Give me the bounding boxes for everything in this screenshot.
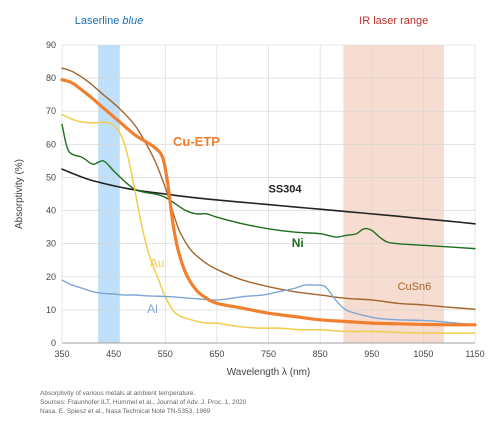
caption-line-1: Absorptivity of various metals at ambien… [40,390,196,397]
x-tick-label: 1150 [465,349,484,359]
series-lines [60,67,477,334]
y-tick-label: 0 [51,338,56,348]
x-tick-label: 450 [106,349,121,359]
y-tick-label: 40 [46,206,56,216]
x-tick-label: 750 [261,349,276,359]
y-tick-label: 50 [46,172,56,182]
series-label-cusn6: CuSn6 [398,281,432,293]
band-0 [98,45,120,343]
series-labels: Cu-ETP SS304 Ni CuSn6 Au Al [147,134,431,316]
x-tick-label: 850 [313,349,328,359]
x-tick-label: 1050 [413,349,433,359]
y-tick-label: 30 [46,239,56,249]
y-tick-label: 80 [46,73,56,83]
highlight-bands: Laserline blue IR laser range [75,15,445,343]
y-tick-label: 70 [46,106,56,116]
x-tick-label: 650 [209,349,224,359]
x-tick-label: 550 [158,349,173,359]
series-line-al [61,279,476,326]
band-1 [343,45,445,343]
x-tick-label: 950 [364,349,379,359]
series-label-ss304: SS304 [269,183,303,195]
series-label-cu-etp: Cu-ETP [173,134,220,149]
series-label-ni: Ni [292,236,304,250]
series-line-au [61,113,476,334]
series-line-cusn6 [61,67,476,310]
y-axis-title: Absorptivity (%) [14,159,25,229]
y-tick-label: 10 [46,305,56,315]
y-tick-label: 20 [46,272,56,282]
band-label-0: Laserline blue [75,15,144,27]
absorptivity-chart: Laserline blue IR laser range 0 10 20 30 40 50… [14,15,485,378]
series-line-cu-etp [60,78,477,327]
x-tick-label: 350 [54,349,69,359]
band-label-1: IR laser range [359,15,428,27]
axes: 0 10 20 30 40 50 60 70 80 90 350 450 550 650 750 850 950… [14,40,485,378]
series-label-al: Al [147,302,158,316]
series-line-ni [61,123,476,250]
series-line-ss304 [61,168,476,225]
y-tick-label: 60 [46,139,56,149]
x-axis-title: Wavelength λ (nm) [227,367,311,378]
series-label-au: Au [150,256,165,270]
caption-line-3: Nasa, E. Spiesz et al., Nasa Technical N… [40,408,211,415]
y-tick-label: 90 [46,40,56,50]
caption-line-2: Sources: Fraunhofer ILT, Hummel et al., … [40,399,247,406]
